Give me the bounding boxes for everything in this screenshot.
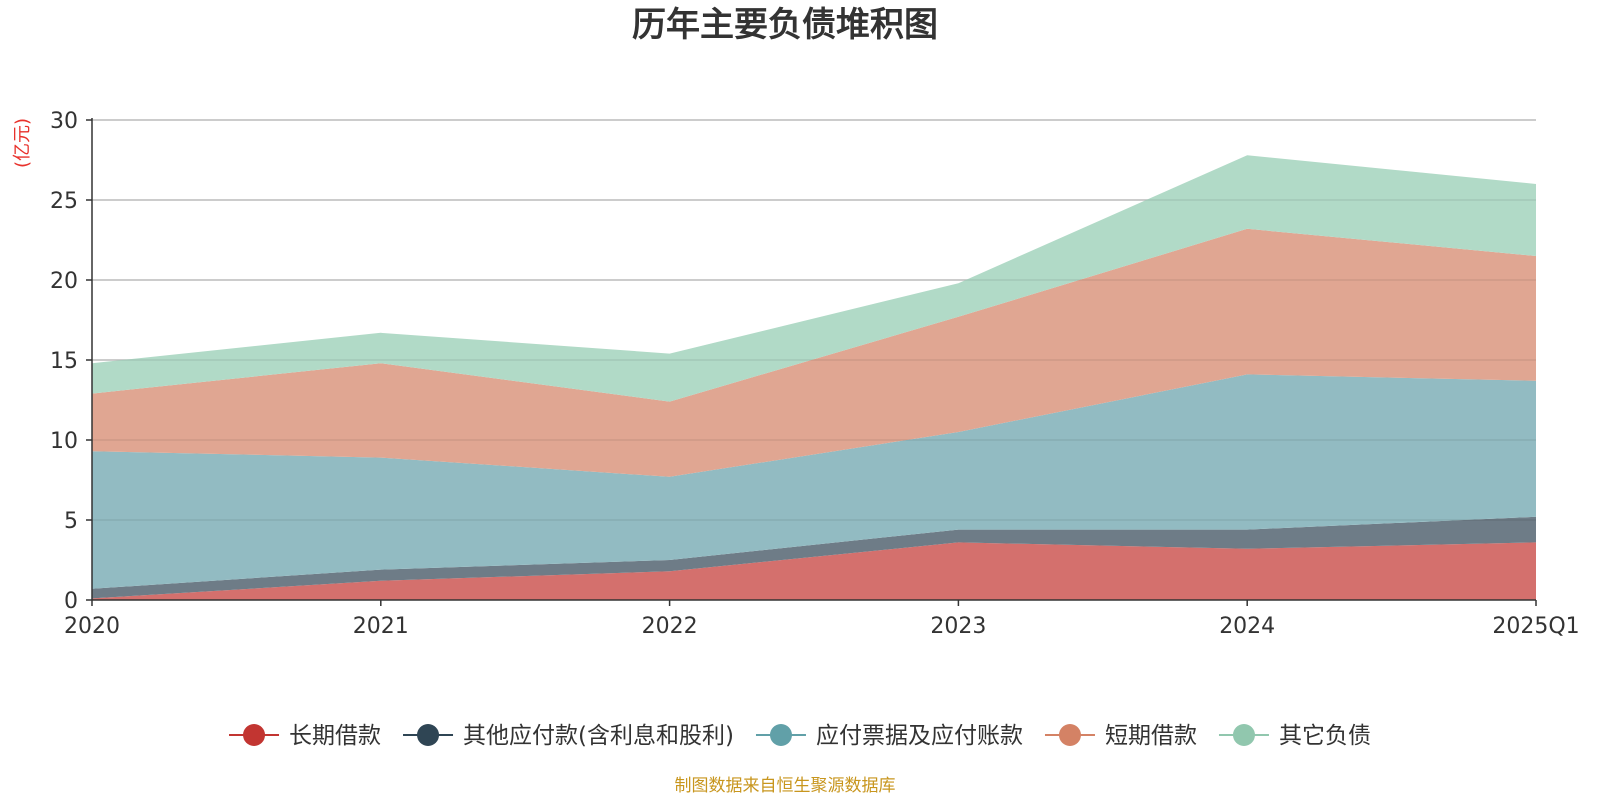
x-tick-label: 2020 bbox=[64, 614, 120, 639]
legend-item[interactable]: 其它负债 bbox=[1218, 723, 1371, 749]
y-tick-label: 0 bbox=[64, 589, 78, 614]
legend-label: 其他应付款(含利息和股利) bbox=[463, 723, 734, 749]
y-axis-unit-label: (亿元) bbox=[12, 118, 33, 168]
x-tick-label: 2021 bbox=[353, 614, 409, 639]
y-tick-label: 20 bbox=[50, 269, 78, 294]
chart-title: 历年主要负债堆积图 bbox=[632, 5, 938, 45]
legend-circle-icon bbox=[243, 724, 266, 746]
legend-item[interactable]: 应付票据及应付账款 bbox=[755, 723, 1023, 749]
legend-circle-icon bbox=[1232, 724, 1255, 746]
x-tick-label: 2023 bbox=[930, 614, 986, 639]
area-series-1 bbox=[92, 516, 1536, 599]
legend-item[interactable]: 其他应付款(含利息和股利) bbox=[403, 723, 734, 749]
legend-item[interactable]: 长期借款 bbox=[229, 723, 381, 749]
source-note: 制图数据来自恒生聚源数据库 bbox=[675, 776, 896, 796]
area-series-0 bbox=[92, 542, 1536, 600]
area-series-4 bbox=[92, 155, 1536, 402]
y-tick-label: 5 bbox=[64, 509, 78, 534]
x-tick-label: 2025Q1 bbox=[1492, 614, 1579, 639]
legend: 长期借款 其他应付款(含利息和股利) 应付票据及应付账款 短期借款 其它负债 bbox=[229, 723, 1371, 749]
x-tick-label: 2022 bbox=[642, 614, 698, 639]
legend-circle-icon bbox=[1058, 724, 1081, 746]
legend-label: 应付票据及应付账款 bbox=[816, 723, 1023, 749]
legend-label: 其它负债 bbox=[1279, 723, 1371, 749]
legend-label: 短期借款 bbox=[1105, 723, 1197, 749]
legend-label: 长期借款 bbox=[289, 723, 381, 749]
y-tick-label: 15 bbox=[50, 349, 78, 374]
x-tick-label: 2024 bbox=[1219, 614, 1275, 639]
legend-circle-icon bbox=[417, 724, 440, 746]
y-tick-label: 30 bbox=[50, 109, 78, 134]
y-tick-label: 10 bbox=[50, 429, 78, 454]
axes: 0 5 10 15 20 25 30 2020 2021 2022 2023 2024 2025Q1 bbox=[50, 109, 1580, 639]
area-series-2 bbox=[92, 374, 1536, 589]
stacked-areas bbox=[92, 119, 1536, 600]
area-series-3 bbox=[92, 228, 1536, 477]
legend-item[interactable]: 短期借款 bbox=[1044, 723, 1197, 749]
y-tick-label: 25 bbox=[50, 189, 78, 214]
legend-circle-icon bbox=[769, 724, 792, 746]
